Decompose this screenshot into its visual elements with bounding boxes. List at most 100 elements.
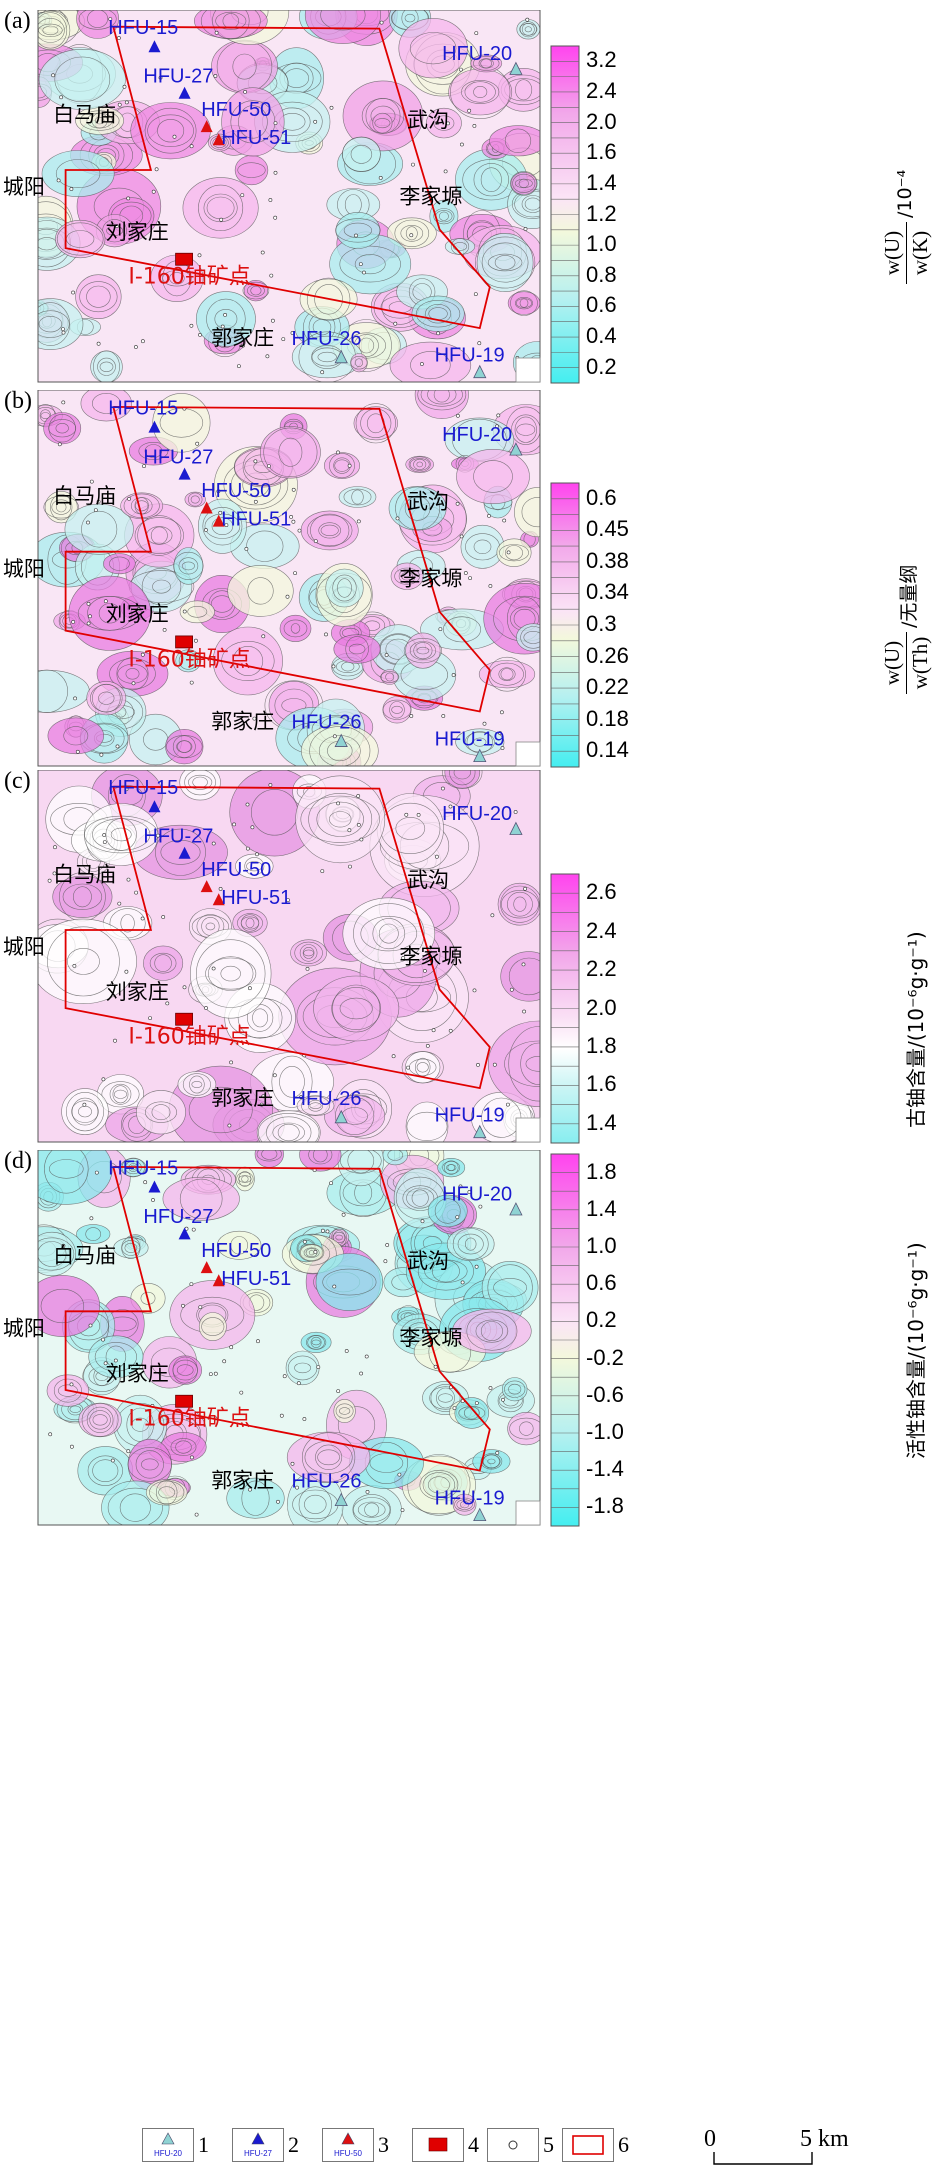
- well-label-hfu27: HFU-27: [143, 826, 213, 848]
- scale-zero: 0: [704, 2126, 716, 2152]
- colorbar-tick-label: 1.4: [586, 169, 617, 195]
- colorbar-tick-label: 0.2: [586, 353, 617, 379]
- colorbar-c: [550, 873, 580, 1144]
- place-lijiayuan: 李家塬: [399, 184, 462, 208]
- well-label-hfu20: HFU-20: [442, 803, 512, 825]
- well-label-hfu51: HFU-51: [221, 1268, 291, 1290]
- colorbar-tick-label: 1.6: [586, 139, 617, 165]
- place-wugou: 武沟: [407, 1249, 449, 1273]
- contour-map-d: I-160铀矿点 HFU-15 HFU-27 HFU-50 HFU-51 HFU-20 HF…: [3, 1150, 541, 1526]
- well-label-hfu27: HFU-27: [143, 66, 213, 88]
- well-label-hfu20: HFU-20: [442, 1184, 512, 1206]
- colorbar-b: [550, 482, 580, 768]
- place-baimamiao: 白马庙: [53, 1244, 116, 1268]
- well-cyan-triangle-icon: [473, 748, 487, 763]
- well-label-hfu27: HFU-27: [143, 1206, 213, 1228]
- well-label-hfu15: HFU-15: [108, 397, 178, 419]
- colorbar-tick-label: -1.4: [586, 1456, 624, 1482]
- svg-text:HFU-50: HFU-50: [334, 2149, 363, 2158]
- legend-number: 2: [288, 2132, 299, 2157]
- legend-number: 1: [198, 2132, 209, 2157]
- well-label-hfu50: HFU-50: [201, 859, 271, 881]
- red-rectangle-outline-icon: [572, 2135, 604, 2155]
- colorbar-tick-label: 0.22: [586, 674, 629, 700]
- place-lijiayuan: 李家塬: [399, 1326, 462, 1350]
- colorbar-tick-label: -0.2: [586, 1344, 624, 1370]
- panel-label: (a): [4, 8, 31, 34]
- legend-number: 5: [543, 2132, 554, 2157]
- legend-item-6: [562, 2128, 614, 2162]
- study-area-outline: [64, 25, 491, 330]
- well-label-hfu51: HFU-51: [221, 127, 291, 149]
- colorbar-tick-label: 0.34: [586, 579, 629, 605]
- well-cyan-triangle-icon: [334, 349, 348, 364]
- colorbar-tick-label: 0.4: [586, 323, 617, 349]
- colorbar-title: w(U) w(K)/10⁻⁴: [880, 169, 933, 284]
- well-blue-triangle-icon: [178, 1227, 191, 1240]
- deposit-icon: [175, 252, 193, 266]
- deposit-label: I-160铀矿点: [128, 1024, 250, 1049]
- legend-item-1: HFU-20: [142, 2128, 194, 2162]
- well-blue-triangle-icon: [148, 40, 161, 53]
- colorbar-tick-label: 0.2: [586, 1307, 617, 1333]
- place-chengyang: 城阳: [3, 935, 45, 959]
- colorbar-tick-label: 1.6: [586, 1071, 617, 1097]
- colorbar-title: 古铀含量/(10⁻⁶g·g⁻¹): [904, 930, 928, 1128]
- well-blue-triangle-icon: [148, 800, 161, 813]
- colorbar-tick-label: 0.26: [586, 642, 629, 668]
- legend-item-2: HFU-27: [232, 2128, 284, 2162]
- study-area-outline: [64, 406, 491, 713]
- legend: HFU-20 1 HFU-27 2 HFU-50 3 4 5 6: [142, 2128, 662, 2168]
- place-guojiazhuang: 郭家庄: [211, 709, 274, 733]
- place-guojiazhuang: 郭家庄: [211, 1086, 274, 1110]
- svg-text:HFU-20: HFU-20: [154, 2149, 183, 2158]
- well-label-hfu26: HFU-26: [292, 328, 362, 350]
- well-red-triangle-icon: [212, 514, 225, 527]
- well-label-hfu26: HFU-26: [292, 1088, 362, 1110]
- panel-label: (d): [4, 1148, 32, 1174]
- place-baimamiao: 白马庙: [53, 863, 116, 887]
- colorbar-tick-label: -1.8: [586, 1493, 624, 1519]
- well-blue-triangle-icon: [148, 420, 161, 433]
- red-triangle-icon: HFU-50: [334, 2132, 363, 2158]
- panel-label: (b): [4, 388, 32, 414]
- study-area-outline: [64, 1166, 491, 1472]
- legend-number: 6: [618, 2132, 629, 2157]
- well-red-triangle-icon: [200, 1261, 213, 1274]
- colorbar-tick-label: 1.4: [586, 1109, 617, 1135]
- colorbar-tick-label: 0.18: [586, 705, 629, 731]
- place-wugou: 武沟: [407, 868, 449, 892]
- colorbar-tick-label: 0.6: [586, 292, 617, 318]
- colorbar-tick-label: 0.6: [586, 484, 617, 510]
- deposit-label: I-160铀矿点: [128, 264, 250, 289]
- colorbar-tick-label: 0.38: [586, 547, 629, 573]
- blue-triangle-icon: HFU-27: [244, 2132, 273, 2158]
- place-chengyang: 城阳: [3, 175, 45, 199]
- well-label-hfu26: HFU-26: [292, 711, 362, 733]
- well-label-hfu20: HFU-20: [442, 424, 512, 446]
- well-label-hfu15: HFU-15: [108, 777, 178, 799]
- place-wugou: 武沟: [407, 108, 449, 132]
- colorbar-tick-label: 2.4: [586, 77, 617, 103]
- legend-item-3: HFU-50: [322, 2128, 374, 2162]
- place-lijiayuan: 李家塬: [399, 944, 462, 968]
- colorbar-tick-label: 0.6: [586, 1270, 617, 1296]
- place-guojiazhuang: 郭家庄: [211, 326, 274, 350]
- colorbar-tick-label: -1.0: [586, 1419, 624, 1444]
- colorbar-tick-label: 1.0: [586, 231, 617, 257]
- place-liujiazhuang: 刘家庄: [106, 220, 169, 244]
- well-label-hfu19: HFU-19: [435, 1487, 505, 1509]
- colorbar-d: [550, 1153, 580, 1527]
- well-blue-triangle-icon: [178, 846, 191, 859]
- svg-text:HFU-27: HFU-27: [244, 2149, 273, 2158]
- deposit-icon: [175, 635, 193, 649]
- well-cyan-triangle-icon: [473, 364, 487, 379]
- deposit-symbol-icon: [428, 2137, 448, 2152]
- legend-number: 4: [468, 2132, 479, 2157]
- well-cyan-triangle-icon: [334, 1492, 348, 1507]
- place-guojiazhuang: 郭家庄: [211, 1469, 274, 1493]
- well-label-hfu50: HFU-50: [201, 99, 271, 121]
- colorbar-tick-label: 2.6: [586, 879, 617, 905]
- legend-item-4: [412, 2128, 464, 2162]
